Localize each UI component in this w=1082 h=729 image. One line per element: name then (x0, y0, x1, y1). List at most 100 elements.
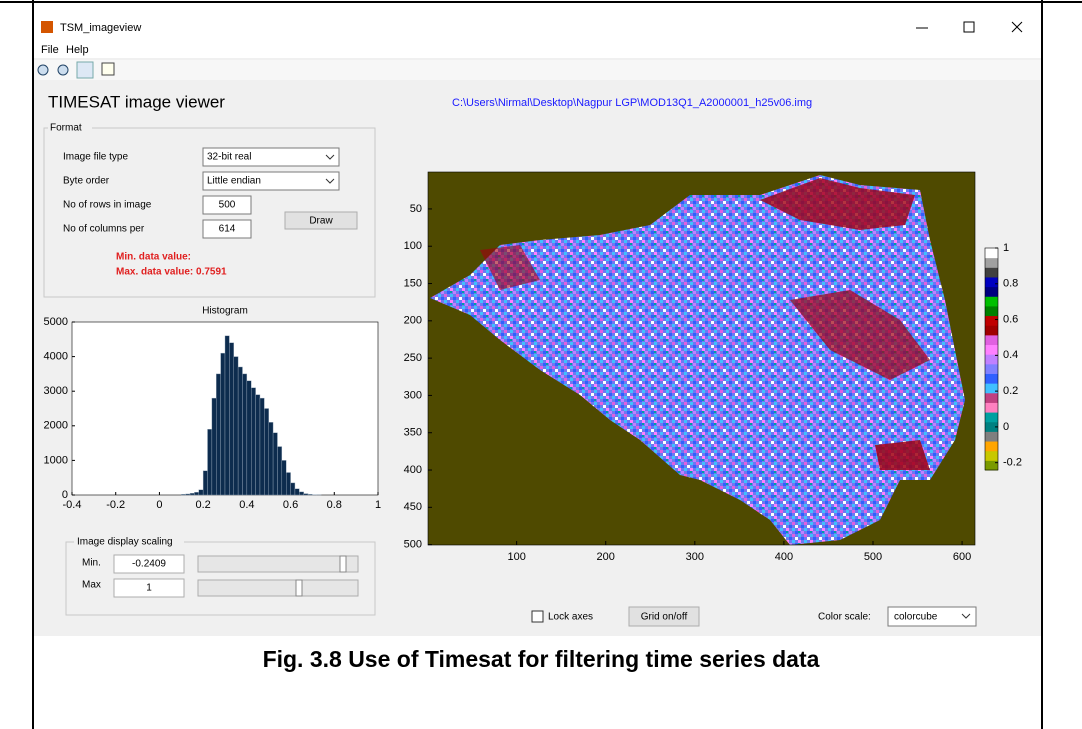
y-tick-label: 0 (62, 489, 68, 501)
dropdown-value[interactable]: Little endian (207, 176, 261, 187)
dropdown[interactable] (202, 147, 340, 167)
y-tick-label: 50 (410, 203, 422, 215)
dropdown-arrow (325, 178, 335, 184)
histogram-bar (251, 387, 256, 496)
button-label[interactable]: Draw (309, 216, 333, 227)
y-tick-label: 100 (404, 240, 422, 252)
data-cursor[interactable] (101, 62, 115, 76)
close[interactable] (1011, 21, 1023, 33)
dropdown[interactable] (202, 171, 340, 191)
colorbar-swatch (985, 267, 998, 278)
colorbar-tick-label: 0.8 (1003, 278, 1018, 290)
x-tick-label: 0.2 (195, 499, 210, 511)
histogram-bar (286, 472, 291, 496)
histogram-bar (198, 489, 204, 496)
input-value[interactable]: 500 (219, 200, 236, 211)
slider-thumb[interactable] (295, 579, 303, 597)
grid-button[interactable] (628, 606, 700, 627)
max-label: Max (82, 580, 101, 591)
color-scale-value[interactable]: colorcube (894, 612, 938, 623)
app-title: TIMESAT image viewer (48, 92, 225, 111)
menu-bar (34, 42, 1041, 58)
colorbar-swatch (985, 325, 998, 336)
colorbar-swatch (985, 363, 998, 374)
y-tick-label: 150 (404, 277, 422, 289)
x-tick-label: 1 (375, 499, 381, 511)
histogram-bar (211, 397, 217, 496)
min-input[interactable] (113, 554, 185, 574)
colorbar-tick-label: 1 (1003, 242, 1009, 254)
colorbar-tick-label: 0.4 (1003, 349, 1018, 361)
colorbar-swatch (985, 344, 998, 355)
histogram-bar (189, 493, 195, 496)
zoom-out[interactable] (57, 64, 69, 76)
colorbar-swatch (985, 412, 998, 423)
region-patch (760, 178, 915, 230)
histogram-bar (277, 446, 283, 496)
max-slider[interactable] (197, 579, 359, 597)
y-tick-label: 300 (404, 389, 422, 401)
dropdown-arrow (325, 154, 335, 160)
slider-thumb[interactable] (339, 555, 347, 573)
y-tick-label: 5000 (44, 316, 68, 328)
draw-button[interactable] (284, 211, 358, 230)
x-tick-label: 200 (597, 551, 615, 563)
image-map (430, 175, 965, 545)
region (430, 175, 965, 545)
max-input[interactable] (113, 578, 185, 598)
max-data-value: Max. data value: 0.7591 (116, 267, 227, 278)
histogram-bar (307, 494, 313, 496)
input-value[interactable]: 614 (219, 224, 236, 235)
x-tick-label: -0.4 (63, 499, 82, 511)
lock-checkbox[interactable] (531, 610, 544, 623)
menu-item[interactable]: Help (66, 44, 89, 56)
format-group (43, 127, 376, 298)
group-label-bg (48, 122, 92, 134)
x-tick-label: 600 (953, 551, 971, 563)
histogram-bar (224, 335, 230, 496)
input[interactable] (202, 195, 252, 215)
histogram-bar (255, 394, 261, 496)
maximize[interactable] (963, 21, 975, 33)
colorbar-swatch (985, 373, 998, 384)
histogram-bar (237, 366, 243, 496)
histogram-bar (299, 491, 304, 496)
caption: Fig. 3.8 Use of Timesat for filtering ti… (263, 646, 820, 672)
colorbar-swatch (985, 276, 998, 288)
region-patch (480, 245, 540, 290)
histogram-bar (242, 373, 248, 496)
colorbar-swatch (985, 460, 998, 471)
y-tick-label: 1000 (44, 454, 68, 466)
colorbar-swatch (985, 441, 998, 452)
colorbar-swatch (985, 305, 998, 317)
input[interactable] (202, 219, 252, 239)
min-value[interactable]: -0.2409 (132, 559, 166, 570)
min-slider[interactable] (197, 555, 359, 573)
colorbar-swatch (985, 334, 998, 346)
x-tick-label: 500 (864, 551, 882, 563)
histogram-bar (281, 460, 287, 496)
histogram-bar (194, 492, 199, 496)
colorbar-swatch (985, 431, 998, 442)
colorbar-swatch (985, 421, 998, 432)
histogram-bar (185, 493, 191, 496)
scaling-group (65, 541, 376, 616)
pan[interactable] (76, 61, 94, 79)
zoom-in[interactable] (37, 64, 49, 76)
histogram-bar (202, 470, 208, 496)
histogram-bar (216, 373, 221, 496)
y-tick-label: 2000 (44, 420, 68, 432)
lock-label[interactable]: Lock axes (548, 612, 593, 623)
color-scale-select[interactable] (887, 606, 977, 627)
colorbar-swatch (985, 257, 998, 268)
dropdown-arrow (961, 613, 971, 619)
y-tick-label: 350 (404, 427, 422, 439)
colorbar-swatch (985, 354, 998, 365)
menu-item[interactable]: File (41, 44, 59, 56)
button-label[interactable]: Grid on/off (641, 612, 688, 623)
histogram-bar (233, 356, 239, 496)
color-scale-label: Color scale: (818, 612, 871, 623)
max-value[interactable]: 1 (146, 583, 152, 594)
dropdown-value[interactable]: 32-bit real (207, 152, 251, 163)
